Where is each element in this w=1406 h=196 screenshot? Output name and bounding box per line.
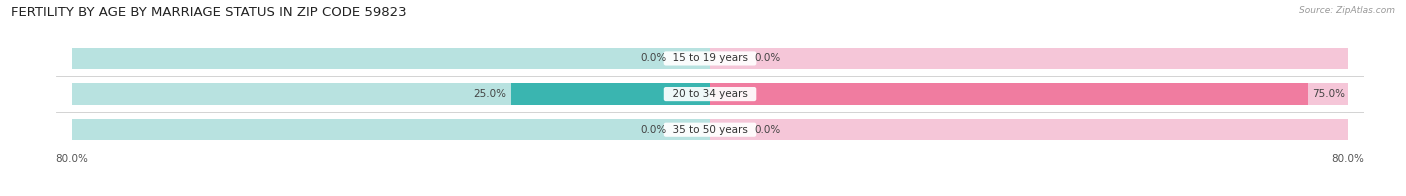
Text: Source: ZipAtlas.com: Source: ZipAtlas.com: [1299, 6, 1395, 15]
Bar: [510, 83, 710, 105]
Text: 0.0%: 0.0%: [640, 125, 666, 135]
Bar: [72, 48, 710, 69]
Text: 0.0%: 0.0%: [754, 125, 780, 135]
Text: FERTILITY BY AGE BY MARRIAGE STATUS IN ZIP CODE 59823: FERTILITY BY AGE BY MARRIAGE STATUS IN Z…: [11, 6, 406, 19]
Text: 75.0%: 75.0%: [1312, 89, 1346, 99]
Text: 25.0%: 25.0%: [474, 89, 506, 99]
Text: 0.0%: 0.0%: [640, 54, 666, 64]
Bar: [710, 83, 1308, 105]
Bar: [710, 119, 1348, 140]
Bar: [72, 119, 710, 140]
Bar: [710, 83, 1348, 105]
Text: 15 to 19 years: 15 to 19 years: [666, 54, 754, 64]
Bar: [710, 48, 1348, 69]
Bar: [72, 83, 710, 105]
Text: 35 to 50 years: 35 to 50 years: [666, 125, 754, 135]
Text: 20 to 34 years: 20 to 34 years: [666, 89, 754, 99]
Text: 0.0%: 0.0%: [754, 54, 780, 64]
